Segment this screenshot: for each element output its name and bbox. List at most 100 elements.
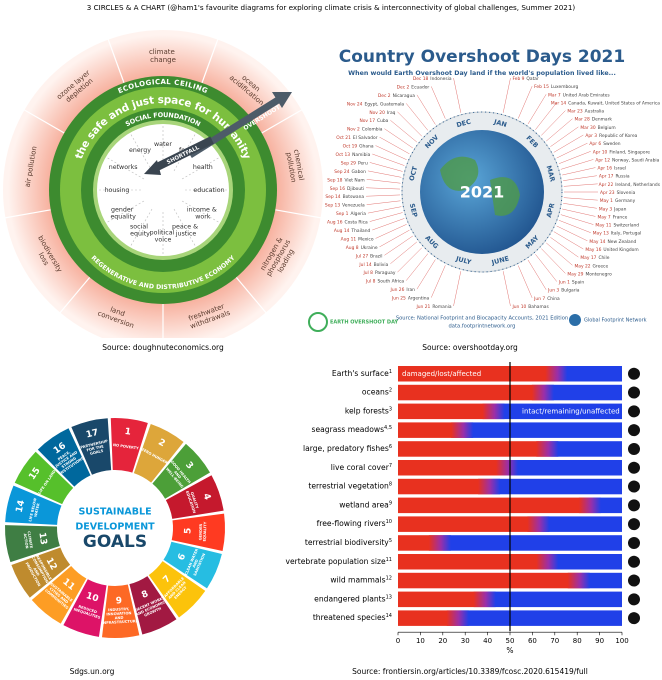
bar bbox=[398, 366, 560, 382]
country-date: Feb 9 bbox=[512, 76, 524, 82]
remainder-bar bbox=[510, 460, 622, 476]
country-label: Apr 6 Sweden bbox=[589, 141, 620, 147]
leader-line bbox=[563, 203, 597, 209]
social-label: education bbox=[193, 187, 224, 194]
country-name: Djibouti bbox=[347, 185, 364, 191]
country-date: Sep 18 bbox=[327, 177, 342, 183]
leader-line bbox=[366, 200, 401, 205]
country-label: May 13 Italy, Portugal bbox=[593, 230, 642, 236]
country-label: Mar 30 Belgium bbox=[580, 124, 615, 130]
goal-label: NO POVERTY bbox=[113, 443, 139, 450]
sector-divider bbox=[129, 132, 153, 172]
category-label: vertebrate population size11 bbox=[285, 556, 392, 566]
goal-number: 2 bbox=[156, 438, 166, 450]
icon bbox=[628, 574, 640, 587]
country-name: United Kingdom bbox=[603, 247, 638, 253]
country-date: Feb 15 bbox=[534, 84, 549, 90]
leader-line bbox=[372, 218, 405, 231]
country-date: Sep 14 bbox=[325, 194, 340, 200]
country-name: Spain bbox=[572, 279, 584, 285]
leader-line bbox=[550, 126, 579, 147]
country-label: Mar 7 United Arab Emirates bbox=[548, 92, 610, 98]
country-date: May 29 bbox=[567, 271, 583, 277]
country-name: South Africa bbox=[377, 278, 404, 284]
goal-label: INDUSTRY, INNOVATION AND INFRASTRUCTURE bbox=[101, 607, 139, 626]
x-tick-label: 100 bbox=[615, 637, 628, 645]
country-name: Paraguay bbox=[375, 270, 396, 276]
logo-icon bbox=[308, 312, 328, 332]
center-word: GOALS bbox=[83, 532, 147, 552]
country-label: Apr 16 Israel bbox=[597, 165, 626, 171]
bar-transition bbox=[536, 554, 559, 570]
country-label: Jul 8 South Africa bbox=[365, 278, 404, 284]
country-name: Ukraine bbox=[361, 244, 378, 250]
goal-number: 1 bbox=[124, 427, 132, 438]
x-tick-label: 90 bbox=[595, 637, 604, 645]
country-name: Germany bbox=[615, 198, 636, 204]
goal-number: 8 bbox=[140, 589, 150, 601]
goal-tile bbox=[133, 423, 184, 483]
goal-number: 14 bbox=[15, 499, 28, 513]
leader-line bbox=[390, 120, 418, 143]
category-name: endangered plants bbox=[314, 594, 385, 603]
goal-tile bbox=[165, 475, 224, 519]
goal-number: 13 bbox=[36, 532, 48, 546]
country-name: Canada, Kuwait, United States of America bbox=[568, 100, 660, 106]
country-label: Jun 26 Iran bbox=[390, 287, 416, 293]
country-label: Jun 7 China bbox=[533, 295, 560, 301]
icon bbox=[628, 367, 640, 380]
country-date: Nov 2 bbox=[347, 126, 360, 132]
country-label: May 11 Switzerland bbox=[595, 222, 639, 228]
country-date: Apr 6 bbox=[589, 141, 601, 147]
country-name: China bbox=[547, 295, 560, 301]
social-label: health bbox=[193, 164, 213, 171]
leader-line bbox=[502, 271, 511, 307]
x-axis-label: % bbox=[506, 646, 513, 655]
country-date: Apr 17 bbox=[599, 173, 614, 179]
goal-number: 4 bbox=[201, 492, 212, 501]
overshoot-title: Country Overshoot Days 2021 bbox=[339, 47, 625, 67]
country-date: Jun 26 bbox=[390, 287, 405, 293]
ecological-item: climate change bbox=[149, 48, 177, 64]
footnote: 14 bbox=[386, 613, 392, 619]
country-label: Sep 14 Botswana bbox=[325, 194, 364, 200]
footnote: 6 bbox=[389, 443, 392, 449]
day-ticks bbox=[401, 111, 563, 273]
country-date: May 16 bbox=[585, 247, 601, 253]
goal-tile bbox=[148, 561, 206, 618]
country-date: Nov 20 bbox=[369, 109, 385, 115]
sector-divider bbox=[261, 104, 311, 134]
category-label: seagrass meadows4,5 bbox=[311, 425, 392, 435]
country-name: Montenegro bbox=[585, 271, 612, 277]
country-name: Greece bbox=[593, 263, 609, 269]
caption: Source: doughnuteconomics.org bbox=[102, 343, 224, 352]
shortfall-arrow bbox=[153, 136, 214, 172]
goal-number: 9 bbox=[115, 596, 122, 606]
category-name: threatened species bbox=[313, 613, 386, 622]
country-date: Oct 21 bbox=[336, 135, 351, 141]
country-label: Nov 24 Egypt, Guatemala bbox=[347, 101, 405, 107]
caption: Sdgs.un.org bbox=[70, 667, 115, 676]
sector-divider bbox=[173, 208, 197, 248]
footnote: 9 bbox=[389, 500, 392, 506]
country-date: Mar 14 bbox=[551, 100, 566, 106]
country-date: Mar 7 bbox=[548, 92, 561, 98]
country-label: Jul 14 Bolivia bbox=[358, 261, 388, 267]
leader-line bbox=[369, 212, 403, 222]
goal-label: PARTNERSHIP FOR THE GOALS bbox=[80, 439, 111, 458]
network-name: Global Footprint Network bbox=[584, 318, 647, 324]
country-label: Apr 23 Slovenia bbox=[600, 190, 636, 196]
country-label: Feb 9 Qatar bbox=[512, 76, 539, 82]
x-tick-label: 20 bbox=[438, 637, 447, 645]
leader-line bbox=[527, 94, 547, 125]
country-date: Apr 16 bbox=[597, 165, 612, 171]
bar-transition bbox=[567, 572, 590, 589]
category-label: terrestrial biodiversity5 bbox=[305, 537, 392, 547]
overshoot-diagram: Country Overshoot Days 2021 When would E… bbox=[308, 47, 661, 332]
bar bbox=[398, 441, 551, 457]
country-name: Brazil bbox=[370, 253, 382, 259]
leader-line bbox=[375, 145, 407, 160]
country-label: Apr 10 Finland, Singapore bbox=[593, 149, 651, 155]
